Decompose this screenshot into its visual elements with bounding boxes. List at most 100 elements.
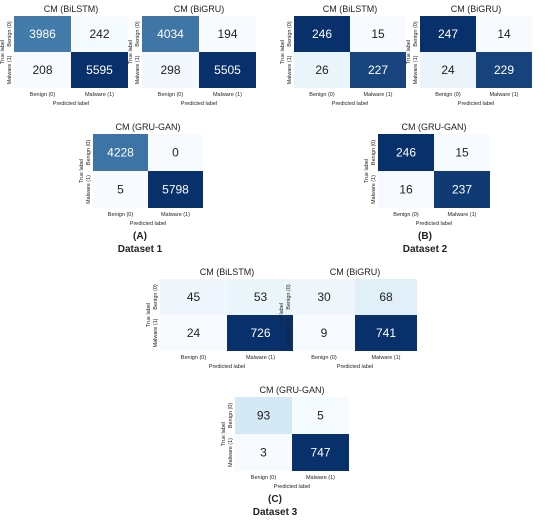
y-tick-label: Benign (0) [413,21,419,47]
y-axis-label: True label [79,159,85,183]
y-axis-label: True label [128,40,134,64]
heatmap-cell [292,434,349,471]
heatmap-cell [434,134,490,171]
heatmap-cell [350,52,406,88]
cell-value-label: 208 [32,63,52,77]
heatmap-cell [292,397,349,434]
heatmap-cell [142,16,199,52]
cell-value-label: 3 [260,446,267,460]
confusion-matrix-6: CM (GRU-GAN) 246 15 16 237 Benign (0) Malware … [364,122,490,227]
y-tick-label: Malware (1) [153,318,159,347]
caption-letter-b: (B) [418,231,432,242]
y-tick-label: Benign (0) [371,140,377,166]
heatmap-cell [420,16,476,52]
x-tick-label: Benign (0) [393,212,419,218]
confusion-matrix-9: CM (GRU-GAN) 93 5 3 747 Benign (0) Malware (1)… [221,385,349,490]
cell-value-label: 9 [321,326,328,340]
y-axis-label: True label [221,422,227,446]
heatmap-cell [378,134,434,171]
x-axis-label: Predicted label [416,221,452,227]
cell-value-label: 747 [310,446,330,460]
heatmap-cell [71,16,128,52]
x-tick-label: Malware (1) [371,355,400,361]
panel-title: CM (BiLSTM) [44,4,99,14]
x-axis-label: Predicted label [130,221,166,227]
heatmap-cell [71,52,128,88]
confusion-matrix-3: CM (BiLSTM) 246 15 26 227 Benign (0) Malware (… [280,4,406,107]
heatmap-cell [235,397,292,434]
y-axis-label: True label [146,303,152,327]
panel-title: CM (BiGRU) [174,4,225,14]
cell-value-label: 246 [312,27,332,41]
x-tick-label: Benign (0) [311,355,337,361]
y-tick-label: Benign (0) [286,284,292,310]
heatmap-cell [355,279,417,315]
y-tick-label: Malware (1) [287,55,293,84]
panel-title: CM (GRU-GAN) [260,385,325,395]
cell-value-label: 30 [317,290,331,304]
heatmap-cell [294,52,350,88]
panel-title: CM (BiLSTM) [323,4,378,14]
heatmap-cell [293,315,355,351]
cell-value-label: 45 [187,290,201,304]
cell-value-label: 53 [254,290,268,304]
cell-value-label: 16 [399,183,413,197]
cell-value-label: 298 [160,63,180,77]
cell-value-label: 15 [371,27,385,41]
y-tick-label: Benign (0) [7,21,13,47]
panel-title: CM (BiLSTM) [200,267,255,277]
heatmap-cell [199,16,256,52]
x-tick-label: Benign (0) [108,212,134,218]
x-tick-label: Benign (0) [435,92,461,98]
y-tick-label: Malware (1) [228,438,234,467]
y-tick-label: Malware (1) [286,318,292,347]
confusion-matrix-5: CM (GRU-GAN) 4228 0 5 5798 Benign (0) Malware … [79,122,203,227]
y-tick-label: Benign (0) [135,21,141,47]
x-axis-label: Predicted label [458,101,494,107]
x-tick-label: Malware (1) [246,355,275,361]
heatmap-cell [235,434,292,471]
y-tick-label: Malware (1) [413,55,419,84]
x-tick-label: Malware (1) [447,212,476,218]
x-axis-label: Predicted label [274,484,310,490]
y-axis-label: True label [0,40,6,64]
cell-value-label: 194 [217,27,237,41]
heatmap-cell [476,16,532,52]
heatmap-cell [160,279,227,315]
heatmap-cell [148,134,203,171]
caption-dataset-1: Dataset 1 [117,244,163,255]
x-tick-label: Benign (0) [181,355,207,361]
heatmap-cell [160,315,227,351]
x-axis-label: Predicted label [337,364,373,370]
heatmap-cell [14,16,71,52]
cell-value-label: 5595 [86,63,113,77]
heatmap-cell [476,52,532,88]
heatmap-cell [293,279,355,315]
cell-value-label: 242 [89,27,109,41]
panel-title: CM (GRU-GAN) [402,122,467,132]
cell-value-label: 5505 [214,63,241,77]
heatmap-cell [199,52,256,88]
cell-value-label: 741 [376,326,396,340]
caption-letter-c: (C) [268,494,282,505]
confusion-matrix-2: CM (BiGRU) 4034 194 298 5505 Benign (0) Malwar… [128,4,256,107]
panel-title: CM (BiGRU) [330,267,381,277]
x-axis-label: Predicted label [181,101,217,107]
cell-value-label: 15 [455,146,469,160]
cell-value-label: 726 [250,326,270,340]
cell-value-label: 4228 [107,146,134,160]
y-tick-label: Benign (0) [228,403,234,429]
heatmap-cell [93,171,148,208]
cell-value-label: 14 [497,27,511,41]
x-tick-label: Malware (1) [161,212,190,218]
cell-value-label: 5798 [162,183,189,197]
confusion-matrix-4: CM (BiGRU) 247 14 24 229 Benign (0) Malware (1… [406,4,532,107]
confusion-matrix-7: CM (BiLSTM) 45 53 24 726 Benign (0) Malware (1… [146,267,294,370]
cell-value-label: 227 [368,63,388,77]
x-axis-label: Predicted label [53,101,89,107]
cell-value-label: 26 [315,63,329,77]
x-tick-label: Malware (1) [363,92,392,98]
